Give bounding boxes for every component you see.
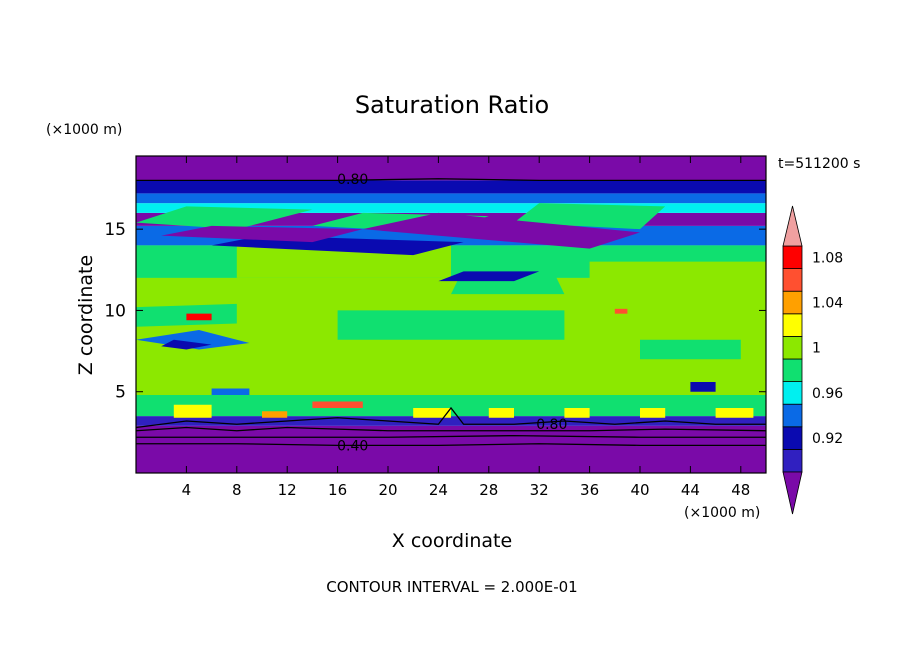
contour-line: [136, 178, 766, 182]
x-axis-ticks: 4 8 12 16 20 24 28 32 36 40 44 48: [182, 156, 750, 499]
chart-title: Saturation Ratio: [355, 91, 549, 119]
field-region: [514, 203, 666, 230]
contour-line: [136, 426, 766, 432]
field-region: [564, 407, 590, 418]
colorbar-swatch: [782, 313, 803, 337]
field-region: [262, 411, 288, 418]
contour-line: [136, 443, 766, 447]
saturation-field: [136, 156, 766, 473]
colorbar-tick-label: 0.92: [812, 431, 843, 447]
field-region: [362, 212, 640, 249]
field-region: [690, 381, 716, 392]
field-region: [715, 407, 754, 418]
field-region: [438, 271, 540, 282]
y-axis-label: Z coordinate: [75, 255, 97, 375]
field-band: [136, 394, 766, 417]
field-region: [173, 404, 212, 418]
field-region: [413, 407, 451, 418]
plot-frame: [135, 155, 767, 474]
field-region: [136, 206, 313, 230]
y-tick-label: 10: [104, 301, 126, 321]
field-region: [614, 308, 628, 314]
x-tick-label: 28: [479, 481, 498, 499]
field-region: [337, 310, 565, 340]
x-tick-label: 20: [378, 481, 397, 499]
x-tick-label: 16: [328, 481, 347, 499]
field-region: [161, 339, 212, 350]
contour-label: 0.40: [337, 438, 368, 454]
colorbar-swatch: [782, 290, 803, 315]
colorbar-swatch: [782, 448, 803, 473]
field-region: [186, 313, 212, 321]
y-unit-label: (×1000 m): [46, 122, 122, 138]
field-band: [136, 446, 766, 473]
contour-line: [136, 434, 766, 438]
field-band: [136, 416, 766, 426]
colorbar-tick-label: 1: [812, 341, 821, 357]
x-tick-label: 8: [232, 481, 242, 499]
contour-label: 0.80: [337, 172, 368, 188]
x-tick-label: 12: [278, 481, 297, 499]
y-tick-label: 15: [104, 220, 126, 240]
x-tick-label: 40: [630, 481, 649, 499]
colorbar-under-arrow: [782, 471, 803, 515]
field-region: [640, 407, 666, 418]
colorbar-swatch: [782, 381, 803, 405]
colorbar-tick-label: 0.96: [812, 386, 843, 402]
field-band: [136, 156, 766, 181]
colorbar-swatch: [782, 268, 803, 292]
field-region: [211, 388, 250, 395]
colorbar-swatch: [782, 245, 803, 270]
x-tick-label: 4: [182, 481, 192, 499]
colorbar-swatch: [782, 358, 803, 383]
contour-label: 0.80: [536, 417, 567, 433]
x-unit-label: (×1000 m): [684, 505, 760, 521]
field-region: [136, 329, 250, 350]
field-region: [640, 339, 741, 360]
x-tick-label: 36: [580, 481, 599, 499]
contour-interval-note: CONTOUR INTERVAL = 2.000E-01: [326, 578, 577, 596]
y-axis-ticks: 5 10 15: [104, 220, 766, 403]
x-tick-label: 24: [429, 481, 448, 499]
field-band: [136, 193, 766, 204]
y-tick-label: 5: [115, 383, 126, 403]
colorbar-swatch: [782, 426, 803, 450]
colorbar-swatch: [782, 403, 803, 428]
field-band: [136, 203, 766, 213]
time-label: t=511200 s: [778, 156, 860, 172]
colorbar: 0.92 0.96 1 1.04 1.08: [782, 205, 843, 515]
colorbar-over-arrow: [782, 205, 803, 247]
field-region: [312, 401, 363, 408]
x-tick-label: 32: [530, 481, 549, 499]
field-region: [488, 407, 514, 418]
contour-lines: 0.80 0.80 0.40: [136, 172, 766, 454]
contour-line: [136, 406, 766, 429]
x-axis-label: X coordinate: [392, 530, 512, 552]
field-band: [136, 180, 766, 194]
colorbar-tick-label: 1.04: [812, 296, 843, 312]
colorbar-tick-label: 1.08: [812, 250, 843, 266]
field-region: [161, 225, 363, 243]
x-tick-label: 48: [731, 481, 750, 499]
field-region: [589, 261, 766, 295]
colorbar-swatch: [782, 335, 803, 360]
x-tick-label: 44: [681, 481, 700, 499]
